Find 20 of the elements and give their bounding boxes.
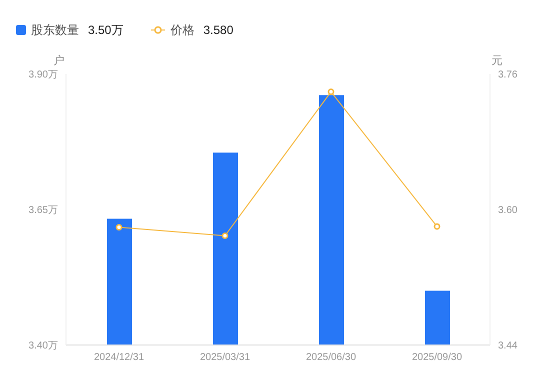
x-tick-label: 2025/03/31	[200, 352, 250, 364]
x-tick-label: 2024/12/31	[94, 352, 144, 364]
y2-tick-label: 3.76	[498, 70, 518, 81]
x-tick-label: 2025/06/30	[306, 352, 356, 364]
y2-tick-label: 3.44	[498, 340, 518, 352]
point	[434, 223, 440, 230]
point	[116, 224, 122, 231]
y2-axis-title: 元	[492, 55, 502, 67]
x-tick-label: 2025/09/30	[412, 352, 462, 364]
y-axis-title: 户	[54, 54, 64, 67]
y2-tick-label: 3.60	[498, 205, 518, 216]
y-tick-label: 3.65万	[28, 205, 58, 216]
point	[328, 88, 334, 96]
y-tick-label: 3.40万	[28, 340, 58, 352]
point	[222, 232, 228, 240]
text: 3.580	[203, 23, 234, 37]
legend-label: 股东数量	[31, 22, 79, 38]
text: 3.50万	[88, 22, 124, 38]
y-tick-label: 3.90万	[28, 70, 58, 81]
legend-label: 价格	[170, 22, 194, 38]
